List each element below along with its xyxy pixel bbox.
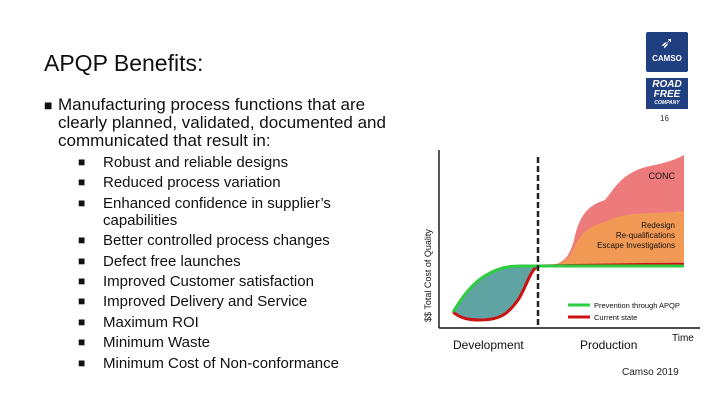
- redesign-area: [538, 211, 684, 266]
- main-bullet: ■ Manufacturing process functions that a…: [44, 96, 414, 150]
- bullet-icon: ■: [78, 294, 86, 309]
- bullet-icon: ■: [78, 335, 86, 350]
- bullet-icon: ■: [78, 355, 86, 370]
- road-free-logo: ROAD FREE COMPANY: [646, 78, 688, 109]
- phase-label-development: Development: [453, 338, 524, 352]
- list-item: ■ Defect free launches: [78, 252, 241, 270]
- bullet-icon: ■: [78, 195, 86, 210]
- bullet-icon: ■: [78, 175, 86, 190]
- bullet-icon: ■: [78, 253, 86, 268]
- main-bullet-text: Manufacturing process functions that are…: [58, 95, 386, 150]
- bullet-icon: ■: [78, 314, 86, 329]
- benefit-list: ■ Robust and reliable designs ■ Reduced pr…: [78, 154, 378, 375]
- y-axis-label: $$ Total Cost of Quality: [423, 229, 433, 322]
- requalifications-label: Re-qualifications: [616, 231, 675, 240]
- bullet-icon: ■: [44, 97, 53, 113]
- escape-investigations-label: Escape Investigations: [597, 241, 675, 250]
- bullet-icon: ■: [78, 273, 86, 288]
- bullet-icon: ■: [78, 233, 86, 248]
- legend-current-label: Current state: [594, 313, 637, 322]
- slide-title: APQP Benefits:: [44, 50, 204, 76]
- camso-logo-text: CAMSO: [652, 54, 682, 63]
- current-state-line: [452, 262, 685, 322]
- road-free-line3: COMPANY: [654, 100, 680, 106]
- list-item: ■ Robust and reliable designs: [78, 154, 289, 171]
- company-logos: ➶ CAMSO ROAD FREE COMPANY: [646, 32, 688, 109]
- road-free-line1: ROAD: [652, 79, 682, 90]
- camso-logo: ➶ CAMSO: [646, 32, 688, 72]
- camso-logo-icon: ➶: [660, 35, 674, 52]
- legend-prevention-label: Prevention through APQP: [594, 301, 680, 310]
- list-item: ■ Maximum ROI: [78, 313, 199, 331]
- list-item: ■ Improved Delivery and Service: [78, 293, 308, 311]
- x-axis-label: Time: [672, 333, 694, 344]
- prevention-line: [451, 264, 684, 313]
- list-item: ■ Better controlled process changes: [78, 232, 330, 250]
- list-item: ■ Improved Customer satisfaction: [78, 272, 314, 290]
- prevention-area: [453, 266, 538, 320]
- road-free-line2: FREE: [653, 89, 681, 100]
- bullet-icon: ■: [78, 155, 86, 169]
- page-number: 16: [660, 114, 669, 123]
- list-item: ■ Minimum Waste: [78, 334, 210, 352]
- copyright-text: Camso 2019: [622, 367, 679, 378]
- list-item: ■ Minimum Cost of Non-conformance: [78, 354, 339, 372]
- list-item: ■ Enhanced confidence in supplier’s capab…: [78, 194, 331, 229]
- conc-label: CONC: [649, 171, 676, 181]
- phase-label-production: Production: [580, 338, 637, 352]
- redesign-label: Redesign: [641, 221, 675, 230]
- list-item: ■ Reduced process variation: [78, 174, 281, 192]
